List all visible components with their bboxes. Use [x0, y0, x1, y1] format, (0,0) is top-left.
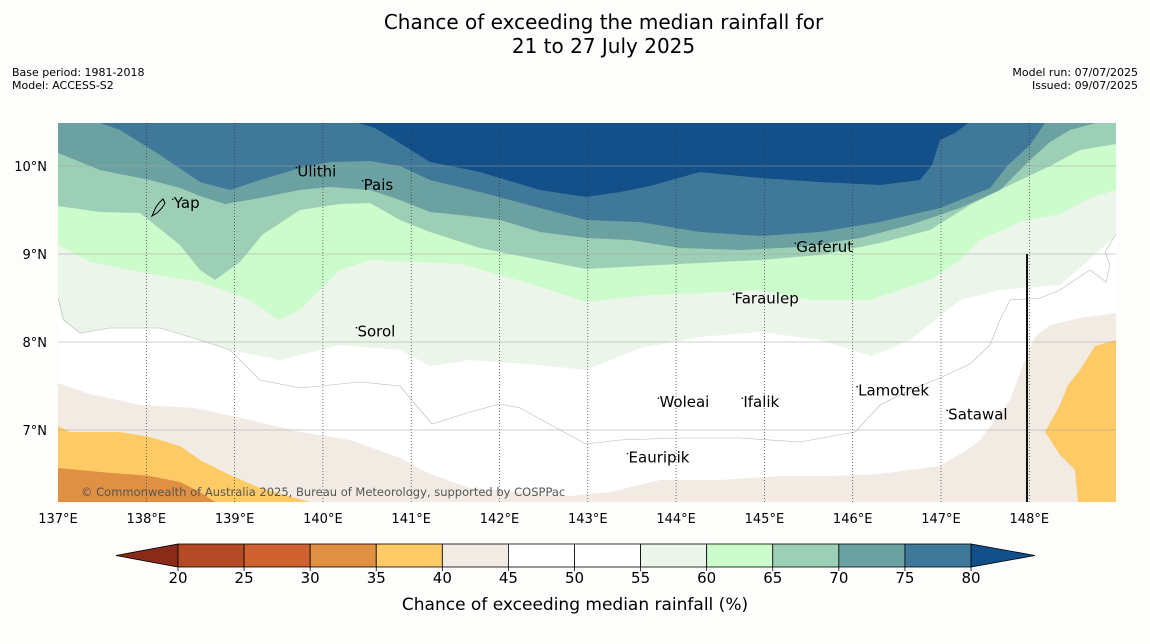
copyright-text: © Commonwealth of Australia 2025, Bureau…	[81, 485, 565, 499]
colorbar-segment	[838, 543, 906, 568]
lat-grid-lines	[58, 165, 1116, 431]
place-marker	[361, 179, 364, 182]
colorbar-segment	[375, 543, 443, 568]
issued-text: Issued: 09/07/2025	[1031, 79, 1138, 92]
place-marker	[657, 397, 660, 399]
chart-title-line1: Chance of exceeding the median rainfall …	[383, 10, 824, 34]
lat-tick-label: 7°N	[23, 424, 48, 439]
colorbar-tick-label: 80	[961, 569, 980, 587]
colorbar-extend-high	[970, 543, 1036, 568]
colorbar: 20 25 30 35 40 45 50 55 60 65 70 75 80	[115, 543, 1036, 587]
place-marker	[171, 198, 174, 201]
place-marker	[794, 242, 797, 245]
colorbar-segment	[904, 543, 972, 568]
lat-tick-label: 9°N	[23, 248, 48, 263]
lon-tick-label: 137°E	[38, 512, 78, 527]
colorbar-tick-label: 65	[763, 569, 782, 587]
yap-island-outline	[150, 198, 166, 218]
field-above-80	[358, 123, 968, 197]
place-marker	[946, 409, 948, 412]
lon-grid-lines	[145, 123, 1030, 502]
colorbar-segment	[508, 543, 575, 568]
colorbar-tick-label: 20	[168, 569, 187, 587]
lon-tick-label: 142°E	[480, 512, 520, 527]
colorbar-tick-label: 40	[433, 569, 452, 587]
longitude-tick-labels: 137°E 138°E 139°E 140°E 141°E 142°E 143°E 144°E…	[38, 512, 1049, 527]
place-label: Gaferut	[796, 238, 853, 256]
chart-title-line2: 21 to 27 July 2025	[511, 34, 696, 58]
colorbar-tick-label: 75	[895, 569, 914, 587]
lon-tick-label: 143°E	[568, 512, 608, 527]
place-marker	[856, 385, 858, 388]
colorbar-label: Chance of exceeding median rainfall (%)	[402, 595, 748, 615]
field-30-35-southwest	[58, 468, 215, 502]
colorbar-tick-label: 60	[697, 569, 716, 587]
colorbar-tick-label: 45	[499, 569, 518, 587]
field-40-45-south	[58, 313, 1116, 502]
lon-tick-label: 148°E	[1010, 512, 1050, 527]
place-marker	[741, 397, 744, 399]
colorbar-segment	[309, 543, 377, 568]
place-label: Faraulep	[734, 289, 798, 307]
lon-tick-label: 138°E	[127, 512, 167, 527]
place-label: Pais	[364, 176, 394, 194]
model-run-text: Model run: 07/07/2025	[1012, 66, 1138, 79]
colorbar-segment	[441, 543, 509, 568]
colorbar-tick-label: 35	[367, 569, 386, 587]
colorbar-segment	[243, 543, 311, 568]
place-label: Eauripik	[629, 449, 690, 467]
lat-tick-label: 10°N	[14, 160, 47, 175]
place-label: Lamotrek	[858, 382, 929, 400]
colorbar-tick-label: 30	[301, 569, 320, 587]
contour-fields	[58, 123, 1116, 502]
place-label: Woleai	[659, 393, 709, 411]
colorbar-segment	[177, 543, 245, 568]
colorbar-tick-label: 70	[829, 569, 848, 587]
colorbar-segment	[574, 543, 641, 568]
place-label: Yap	[173, 194, 200, 212]
model-text: Model: ACCESS-S2	[12, 79, 114, 92]
lon-tick-label: 145°E	[745, 512, 785, 527]
colorbar-segment	[706, 543, 774, 568]
lon-tick-label: 146°E	[833, 512, 873, 527]
place-label: Ulithi	[297, 163, 336, 181]
latitude-tick-labels: 10°N 9°N 8°N 7°N	[14, 160, 47, 439]
base-period-text: Base period: 1981-2018	[12, 66, 145, 79]
place-marker	[732, 293, 735, 296]
place-labels: Yap Ulithi Pais Gaferut Faraulep Sorol Woleai I…	[171, 163, 1008, 467]
field-35-40-east	[1045, 340, 1116, 502]
lon-tick-label: 140°E	[303, 512, 343, 527]
place-label: Satawal	[948, 405, 1007, 423]
place-label: Sorol	[357, 323, 395, 341]
colorbar-tick-label: 25	[235, 569, 254, 587]
lat-tick-label: 8°N	[23, 336, 48, 351]
contour-line-50	[58, 233, 1116, 445]
colorbar-segment	[772, 543, 840, 568]
lon-tick-label: 139°E	[215, 512, 255, 527]
place-label: Ifalik	[743, 393, 779, 411]
lon-tick-label: 141°E	[391, 512, 431, 527]
place-marker	[295, 166, 298, 169]
colorbar-segment	[640, 543, 708, 568]
colorbar-extend-low	[115, 543, 179, 568]
place-marker	[355, 326, 358, 329]
place-marker	[626, 452, 629, 455]
lon-tick-label: 147°E	[921, 512, 961, 527]
colorbar-tick-label: 55	[631, 569, 650, 587]
colorbar-tick-label: 50	[565, 569, 584, 587]
lon-tick-label: 144°E	[656, 512, 696, 527]
